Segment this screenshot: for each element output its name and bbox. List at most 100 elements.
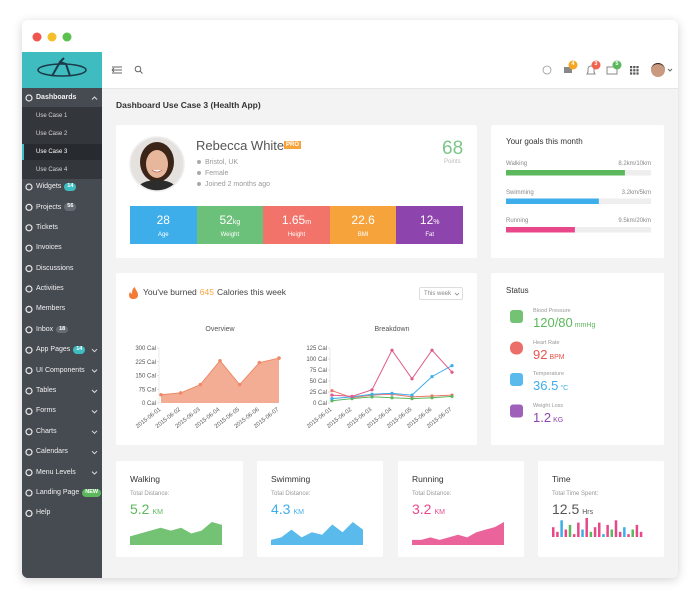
dropdown-caret [454, 292, 460, 296]
stat-box [263, 206, 330, 244]
menu-icon [25, 387, 33, 395]
submenu-item[interactable]: Use Case 2 [36, 131, 68, 137]
time-bar [606, 524, 609, 537]
calories-headline: You've burned 645 Calories this week [143, 288, 286, 297]
y-tick-label: 0 Cal [142, 401, 156, 407]
goal-text: 9.5km/20km [618, 218, 651, 224]
status-icon [510, 341, 523, 355]
stat-label: BMI [357, 232, 369, 238]
menu-label: Projects [36, 203, 62, 211]
badge-count: 3 [594, 61, 598, 67]
menu-icon [25, 489, 33, 497]
menu-label: Widgets [36, 183, 62, 191]
menu-item[interactable]: Discussions [36, 265, 73, 272]
menu-item[interactable]: Widgets 14 [36, 183, 77, 191]
series-point [430, 375, 434, 379]
menu-item[interactable]: Projects 56 [36, 203, 77, 211]
area-point [178, 391, 183, 395]
menu-item[interactable]: Charts [36, 428, 57, 435]
goals-title: Your goals this month [506, 137, 583, 146]
stat-number: 22.6 [351, 213, 375, 227]
time-bar [618, 531, 622, 537]
menu-item[interactable]: App Pages 14 [36, 346, 86, 354]
summary-value: 5.2 KM [130, 502, 163, 516]
menu-item[interactable]: Inbox 18 [36, 325, 69, 334]
menu-badge: 18 [56, 325, 69, 334]
window-dot [62, 32, 72, 42]
logo-area [22, 52, 102, 88]
notification-badge [612, 60, 622, 70]
time-bar [568, 524, 572, 537]
series-point [430, 348, 434, 352]
submenu-item[interactable]: Use Case 4 [36, 167, 68, 173]
menu-label: App Pages [36, 346, 71, 354]
time-bar [635, 524, 639, 537]
status-title: Status [506, 286, 529, 295]
summary-unit: KM [152, 509, 163, 516]
menu-label: Forms [36, 407, 56, 415]
series-point [330, 393, 334, 397]
menu-item[interactable]: Menu Levels [36, 469, 76, 476]
apps-icon [630, 66, 633, 69]
time-bar [593, 527, 597, 537]
goal-bar [506, 198, 599, 204]
avatar-body [133, 180, 181, 191]
top-bar [102, 52, 678, 89]
series-point [370, 388, 374, 392]
menu-badge: 14 [73, 346, 86, 354]
menu-item[interactable]: Tables [36, 387, 56, 394]
menu-icon [25, 407, 33, 415]
series-point [350, 394, 354, 398]
menu-item[interactable]: UI Components [36, 367, 85, 374]
stat-number: 52 [219, 213, 233, 227]
summary-title: Walking [130, 474, 160, 484]
menu-item[interactable]: Calendars [36, 448, 68, 455]
goals-card [491, 125, 664, 258]
time-card [538, 461, 664, 557]
goal-label: Swimming [506, 189, 534, 196]
apps-icon [633, 72, 636, 75]
area-point [237, 382, 242, 387]
time-bar [585, 518, 588, 537]
status-value: 92 BPM [533, 348, 565, 361]
avatar-ring [129, 136, 185, 192]
dropdown [419, 287, 463, 300]
menu-caret [91, 450, 98, 455]
stat-number: 12 [419, 213, 434, 227]
menu-item[interactable]: Help [36, 509, 50, 516]
info-bullet [197, 160, 201, 164]
stat-number: 1.65 [281, 213, 306, 227]
series-point [330, 397, 334, 401]
menu-item[interactable]: Dashboards [36, 94, 76, 101]
menu-item[interactable]: Landing Page NEW [36, 489, 102, 497]
stat-value: 28 [130, 214, 197, 226]
menu-item[interactable]: Tickets [36, 224, 58, 231]
submenu-item[interactable]: Use Case 3 [36, 149, 68, 155]
stat-unit: % [433, 219, 440, 226]
time-bar [572, 534, 576, 537]
menu-label: Help [36, 509, 51, 517]
summary-caption: Total Time Spent: [552, 491, 599, 497]
menu-icon [25, 183, 33, 191]
profile-joined: Joined 2 months ago [205, 180, 270, 188]
info-icon [542, 65, 552, 75]
time-bar [631, 529, 634, 537]
menu-item[interactable]: Forms [36, 407, 56, 414]
y-tick-label: 75 Cal [310, 368, 327, 374]
menu-item[interactable]: Invoices [36, 244, 62, 251]
profile-name: Rebecca White [196, 138, 285, 153]
menu-badge: 14 [64, 183, 77, 191]
submenu-item[interactable]: Use Case 1 [36, 113, 68, 119]
window-dot [47, 32, 57, 42]
summary-unit: Hrs [582, 509, 594, 516]
menu-caret [91, 410, 98, 414]
menu-item[interactable]: Members [36, 305, 65, 312]
summary-number: 3.2 [412, 501, 432, 517]
avatar [130, 137, 184, 191]
menu-item[interactable]: Activities [36, 285, 64, 292]
menu-caret [91, 369, 98, 373]
apps-icon [636, 69, 639, 72]
summary-title: Swimming [271, 474, 311, 484]
page-title: Dashboard Use Case 3 (Health App) [116, 100, 261, 110]
dropdown-label[interactable]: This week [424, 291, 452, 297]
